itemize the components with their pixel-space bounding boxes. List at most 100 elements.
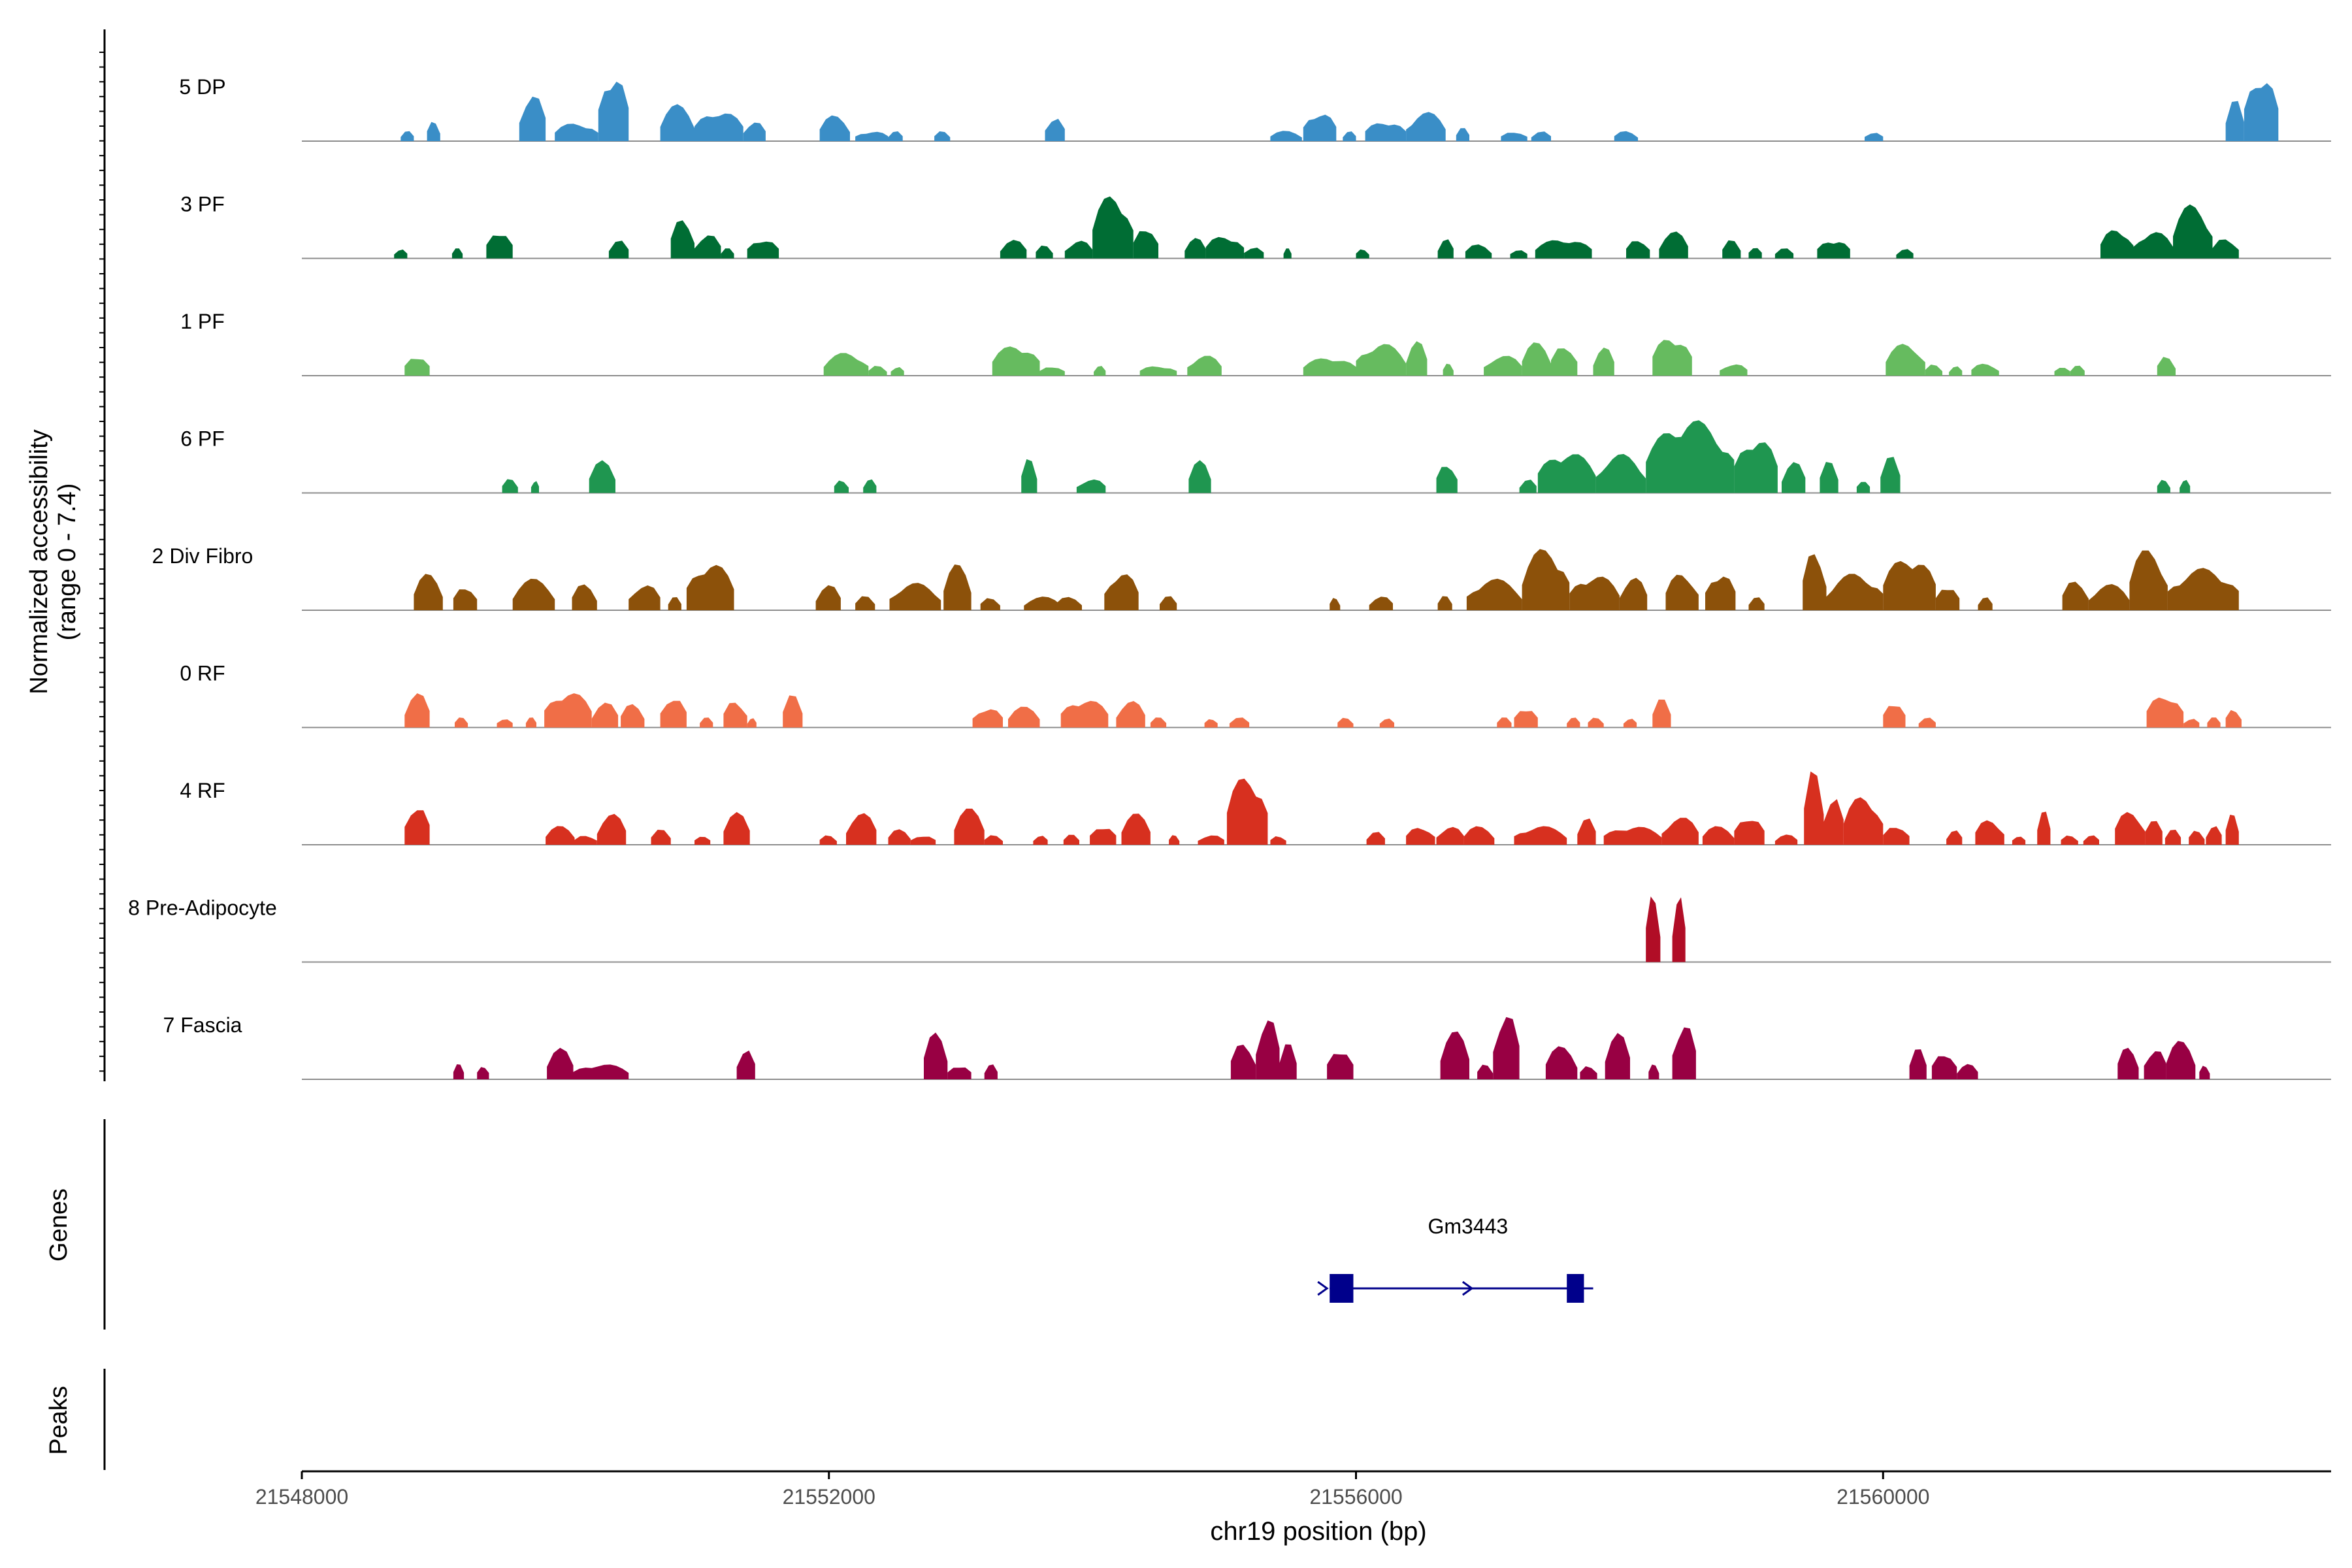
coverage-peak [2144,1051,2166,1079]
coverage-peak [1279,1044,1297,1079]
genes-track-label: Genes [45,1188,73,1262]
coverage-peak [1652,699,1671,728]
coverage-peak [694,235,721,259]
coverage-peak [1045,118,1065,141]
gene-exon [1330,1274,1354,1303]
y-axis-label-line2: (range 0 - 7.4) [54,483,81,641]
track-8-pre-adipocyte: 8 Pre-Adipocyte [128,896,2331,963]
coverage-peak [1493,1017,1520,1079]
coverage-peak [1648,1064,1659,1079]
coverage-peak [2199,1066,2210,1079]
track-label: 2 Div Fibro [152,544,253,568]
coverage-peak [2037,811,2051,845]
coverage-peak [1365,123,1407,141]
coverage-peak [1665,574,1699,610]
track-0-rf: 0 RF [180,662,2331,728]
track-label: 6 PF [180,427,225,451]
axes-layer: 21548000 21552000 21556000 21560000 [99,29,2331,1509]
coverage-peak [890,367,904,376]
coverage-peak [404,359,430,376]
coverage-peak [819,115,850,141]
coverage-peak [834,480,849,493]
coverage-peak [700,717,713,728]
coverage-peak [546,826,575,845]
coverage-peak [1330,598,1341,610]
coverage-peak [1865,133,1884,141]
coverage-peak [1226,778,1268,845]
coverage-peak [2012,836,2026,845]
coverage-peak [1804,771,1824,845]
coverage-peak [2146,697,2184,728]
coverage-peak [2157,357,2176,376]
coverage-peak [1603,826,1662,845]
coverage-peak [1244,248,1264,259]
coverage-peak [1184,238,1206,259]
coverage-peak [1820,462,1838,493]
coverage-peak [736,1050,755,1079]
coverage-peak [924,1032,948,1079]
coverage-peak [1060,700,1109,728]
coverage-peak [723,811,750,845]
coverage-peak [947,1067,972,1079]
coverage-peak [1436,466,1458,493]
coverage-peak [1133,231,1158,259]
coverage-peak [400,131,414,141]
track-label: 5 DP [179,75,225,99]
coverage-peak [1975,820,2004,845]
coverage-peak [863,479,877,493]
coverage-peak [2225,710,2242,728]
coverage-peak [544,693,592,728]
x-axis-title: chr19 position (bp) [1210,1517,1426,1546]
coverage-peak [2129,550,2168,610]
coverage-peak [2115,811,2146,845]
coverage-peak [1436,826,1464,845]
gene-name-label: Gm3443 [1428,1215,1508,1238]
coverage-peak [2207,717,2221,728]
coverage-peak [1303,114,1337,141]
coverage-peak [1672,897,1686,962]
coverage-peak [555,123,598,141]
coverage-peak [888,829,911,845]
coverage-peak [1150,717,1167,728]
coverage-peak [531,481,539,493]
strand-arrow-icon [1317,1281,1329,1296]
coverage-peak [394,249,408,259]
coverage-peak [1605,1033,1630,1079]
coverage-peak [589,460,615,493]
coverage-peak [1774,248,1794,259]
coverage-peak [1782,462,1806,493]
coverage-peak [743,122,766,141]
coverage-peak [855,131,889,141]
coverage-peak [2145,821,2163,845]
coverage-peak [660,104,694,141]
coverage-peak [1978,597,1993,610]
coverage-peak [1856,482,1870,493]
coverage-peak [1463,826,1495,845]
coverage-peak [1104,574,1139,610]
coverage-peak [1356,344,1407,376]
coverage-peak [2070,365,2085,376]
coverage-peak [1514,711,1538,728]
coverage-peak [1593,348,1614,376]
coverage-peak [1303,358,1356,376]
coverage-peak [934,131,951,141]
coverage-peak [2117,1047,2139,1079]
coverage-peak [1646,896,1661,962]
coverage-peak [1198,835,1224,845]
coverage-peak [1886,344,1925,376]
coverage-peak [1036,245,1053,259]
track-label: 8 Pre-Adipocyte [128,896,277,920]
coverage-peak [1283,248,1292,259]
x-tick-label: 21560000 [1837,1485,1929,1509]
coverage-peak [1880,457,1901,493]
coverage-peak [1477,1064,1494,1079]
coverage-peak [497,719,513,728]
coverage-peak [1256,1020,1280,1079]
coverage-peak [1659,231,1688,259]
coverage-peak [1187,355,1222,376]
coverage-peak [621,704,645,728]
coverage-peak [629,585,661,610]
track-label: 0 RF [180,662,225,685]
coverage-peak [992,346,1040,376]
coverage-peak [1935,589,1960,610]
